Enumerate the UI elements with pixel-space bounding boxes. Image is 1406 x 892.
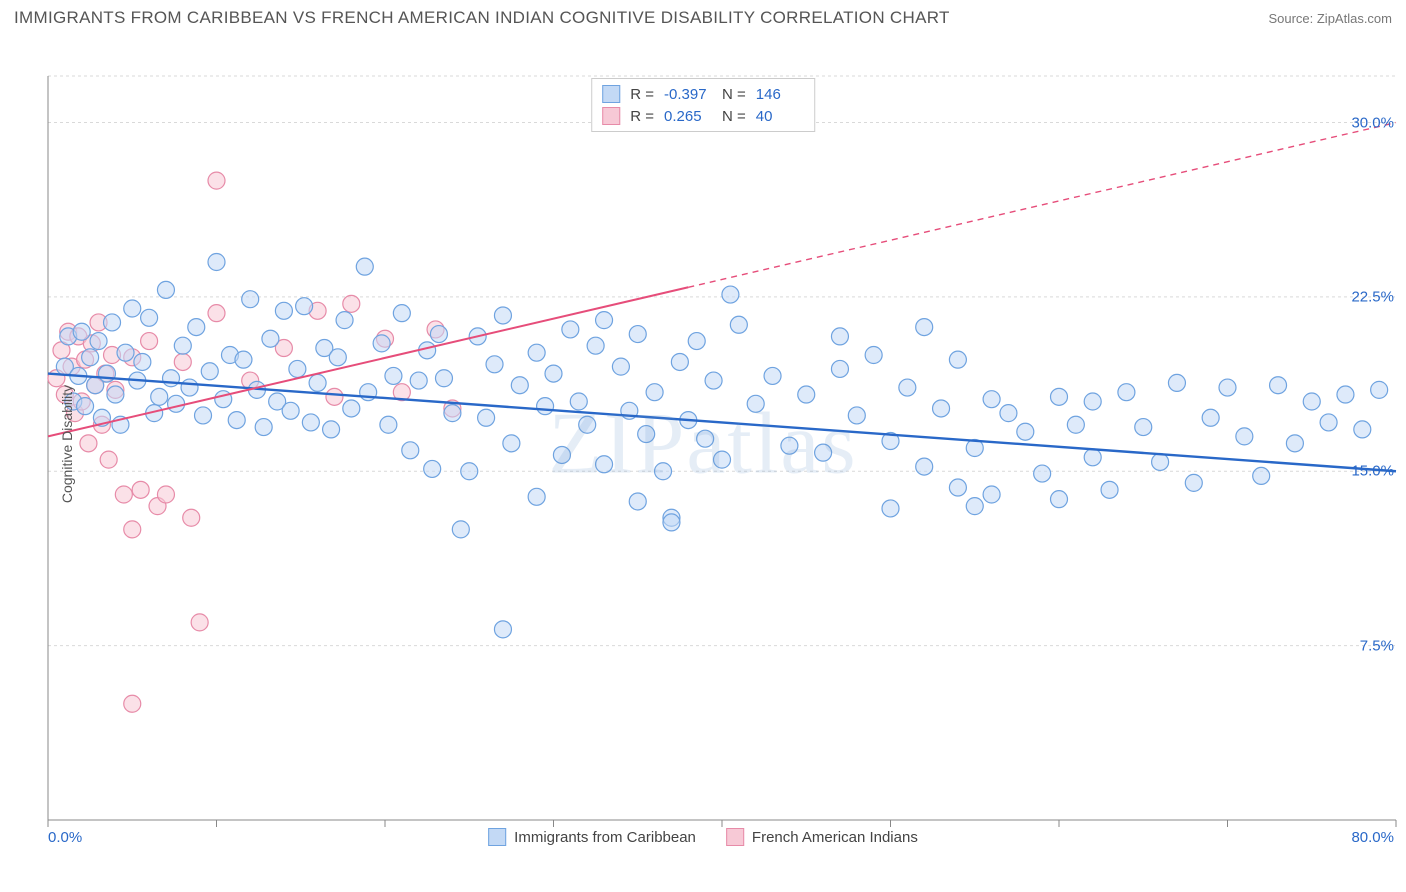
x-axis-bar: 0.0% Immigrants from Caribbean French Am… (0, 820, 1406, 854)
r-value-blue: -0.397 (664, 86, 712, 103)
y-tick-label: 15.0% (1351, 463, 1394, 480)
r-label: R = (630, 86, 654, 103)
chart-title: IMMIGRANTS FROM CARIBBEAN VS FRENCH AMER… (14, 8, 950, 28)
r-value-pink: 0.265 (664, 108, 712, 125)
chart-header: IMMIGRANTS FROM CARIBBEAN VS FRENCH AMER… (0, 0, 1406, 34)
y-tick-label: 22.5% (1351, 288, 1394, 305)
source-label: Source: (1268, 11, 1316, 26)
legend-label-blue: Immigrants from Caribbean (514, 829, 696, 846)
n-label: N = (722, 108, 746, 125)
correlation-legend: R = -0.397 N = 146 R = 0.265 N = 40 (591, 78, 815, 132)
source-name: ZipAtlas.com (1317, 11, 1392, 26)
legend-swatch-pink (602, 107, 620, 125)
legend-item-pink: French American Indians (726, 828, 918, 846)
scatter-chart: ZIPatlas Cognitive Disability 7.5%15.0%2… (0, 34, 1406, 854)
legend-swatch-blue (602, 85, 620, 103)
y-tick-label: 30.0% (1351, 114, 1394, 131)
n-label: N = (722, 86, 746, 103)
y-axis-label: Cognitive Disability (59, 385, 75, 503)
y-tick-label: 7.5% (1360, 637, 1394, 654)
legend-row-blue: R = -0.397 N = 146 (602, 83, 804, 105)
n-value-pink: 40 (756, 108, 804, 125)
series-legend: Immigrants from Caribbean French America… (488, 828, 918, 846)
legend-item-blue: Immigrants from Caribbean (488, 828, 696, 846)
legend-swatch-pink-icon (726, 828, 744, 846)
x-axis-min-label: 0.0% (48, 829, 82, 846)
n-value-blue: 146 (756, 86, 804, 103)
legend-label-pink: French American Indians (752, 829, 918, 846)
legend-swatch-blue-icon (488, 828, 506, 846)
x-axis-max-label: 80.0% (1351, 829, 1394, 846)
r-label: R = (630, 108, 654, 125)
source-attribution: Source: ZipAtlas.com (1268, 11, 1392, 26)
chart-svg (0, 34, 1406, 854)
legend-row-pink: R = 0.265 N = 40 (602, 105, 804, 127)
